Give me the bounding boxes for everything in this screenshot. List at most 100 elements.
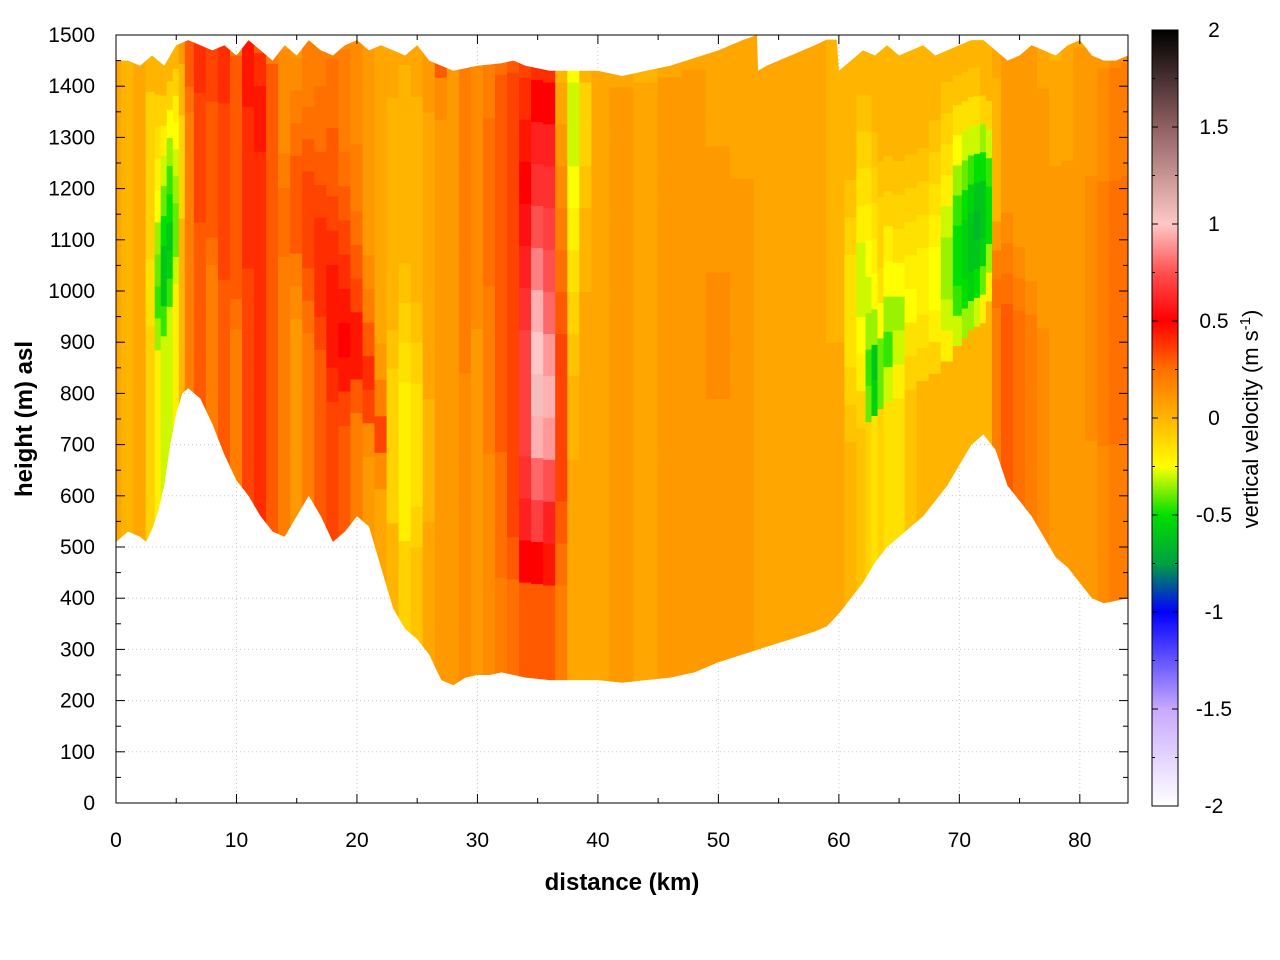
field-cell [940,205,954,238]
field-cell [985,415,993,445]
field-cell [916,147,930,182]
field-cell [928,436,942,469]
y-tick-label: 600 [60,485,95,508]
field-cell [1013,35,1026,57]
field-cell [133,367,147,402]
field-cell [609,337,635,380]
field-cell [160,124,168,156]
x-tick-labels: 0 10 20 30 40 50 60 70 80 [110,829,1091,852]
field-cell [1049,446,1063,483]
field-cell [979,236,987,267]
field-cell [591,333,611,376]
field-cell [242,396,255,430]
field-cell [940,112,954,145]
field-cell [555,584,569,628]
field-cell [507,71,520,115]
field-cell [892,465,906,501]
field-cell [386,174,400,214]
field-cell [1097,444,1111,484]
field-cell [633,123,659,167]
field-cell [386,251,400,292]
field-cell [483,327,496,371]
field-cell [826,77,846,117]
field-cell [205,46,219,75]
field-cell [254,183,267,218]
field-cell [1073,311,1087,350]
field-cell [967,271,975,302]
field-cell [519,118,533,162]
field-cell [1061,87,1075,125]
x-tick-label: 40 [586,829,609,852]
field-cell [555,291,569,334]
field-cell [230,206,243,239]
field-cell [543,668,557,686]
field-cell [1037,190,1051,226]
field-cell [145,459,156,494]
x-tick-label: 10 [225,829,248,852]
field-cell [1073,46,1087,86]
field-cell [154,93,162,127]
field-cell [266,362,280,397]
field-cell [254,447,267,482]
field-cell [778,548,804,590]
field-cell [398,143,412,184]
field-cell [350,277,364,313]
field-cell [1121,477,1128,517]
field-cell [877,549,885,586]
field-cell [961,307,969,339]
field-cell [802,256,828,299]
field-cell [217,220,231,251]
field-cell [1025,413,1039,448]
field-cell [422,152,436,195]
field-cell [519,329,533,373]
field-cell [154,35,162,63]
field-cell [892,499,906,534]
field-cell [844,441,858,480]
field-cell [904,355,918,390]
field-cell [154,349,162,383]
field-cell [871,272,879,310]
field-cell [166,362,174,392]
field-cell [374,451,388,490]
field-cell [754,476,780,518]
field-cell [591,668,611,686]
field-cell [495,576,508,620]
field-cell [591,123,611,167]
field-cell [178,397,186,425]
field-cell [967,125,975,156]
y-tick-label: 1500 [48,24,95,47]
field-cell [1001,181,1014,213]
field-cell [531,247,545,291]
field-cell [350,378,364,414]
field-cell [116,266,123,302]
field-cell [154,125,162,159]
field-cell [398,460,412,502]
field-cell [446,250,460,294]
field-cell [961,366,969,398]
field-cell [178,37,186,64]
field-cell [398,341,412,383]
field-cell [217,279,231,310]
field-cell [1013,182,1026,216]
field-cell [973,412,981,442]
field-cell [1049,341,1063,378]
field-cell [1025,147,1039,182]
field-cell [657,35,683,78]
field-cell [961,337,969,368]
field-cell [567,333,581,376]
colorbar-title-sup: -1 [1237,317,1254,330]
field-cell [133,500,147,535]
field-cell [422,357,436,400]
field-cell [458,498,472,542]
field-cell [507,494,520,538]
field-cell [591,375,611,418]
field-cell [217,190,231,222]
field-cell [193,299,207,326]
field-cell [928,309,942,343]
field-cell [1109,330,1123,369]
field-cell [338,151,352,187]
field-cell [940,174,954,207]
field-cell [350,479,364,514]
field-cell [172,363,180,392]
field-cell [172,148,180,177]
